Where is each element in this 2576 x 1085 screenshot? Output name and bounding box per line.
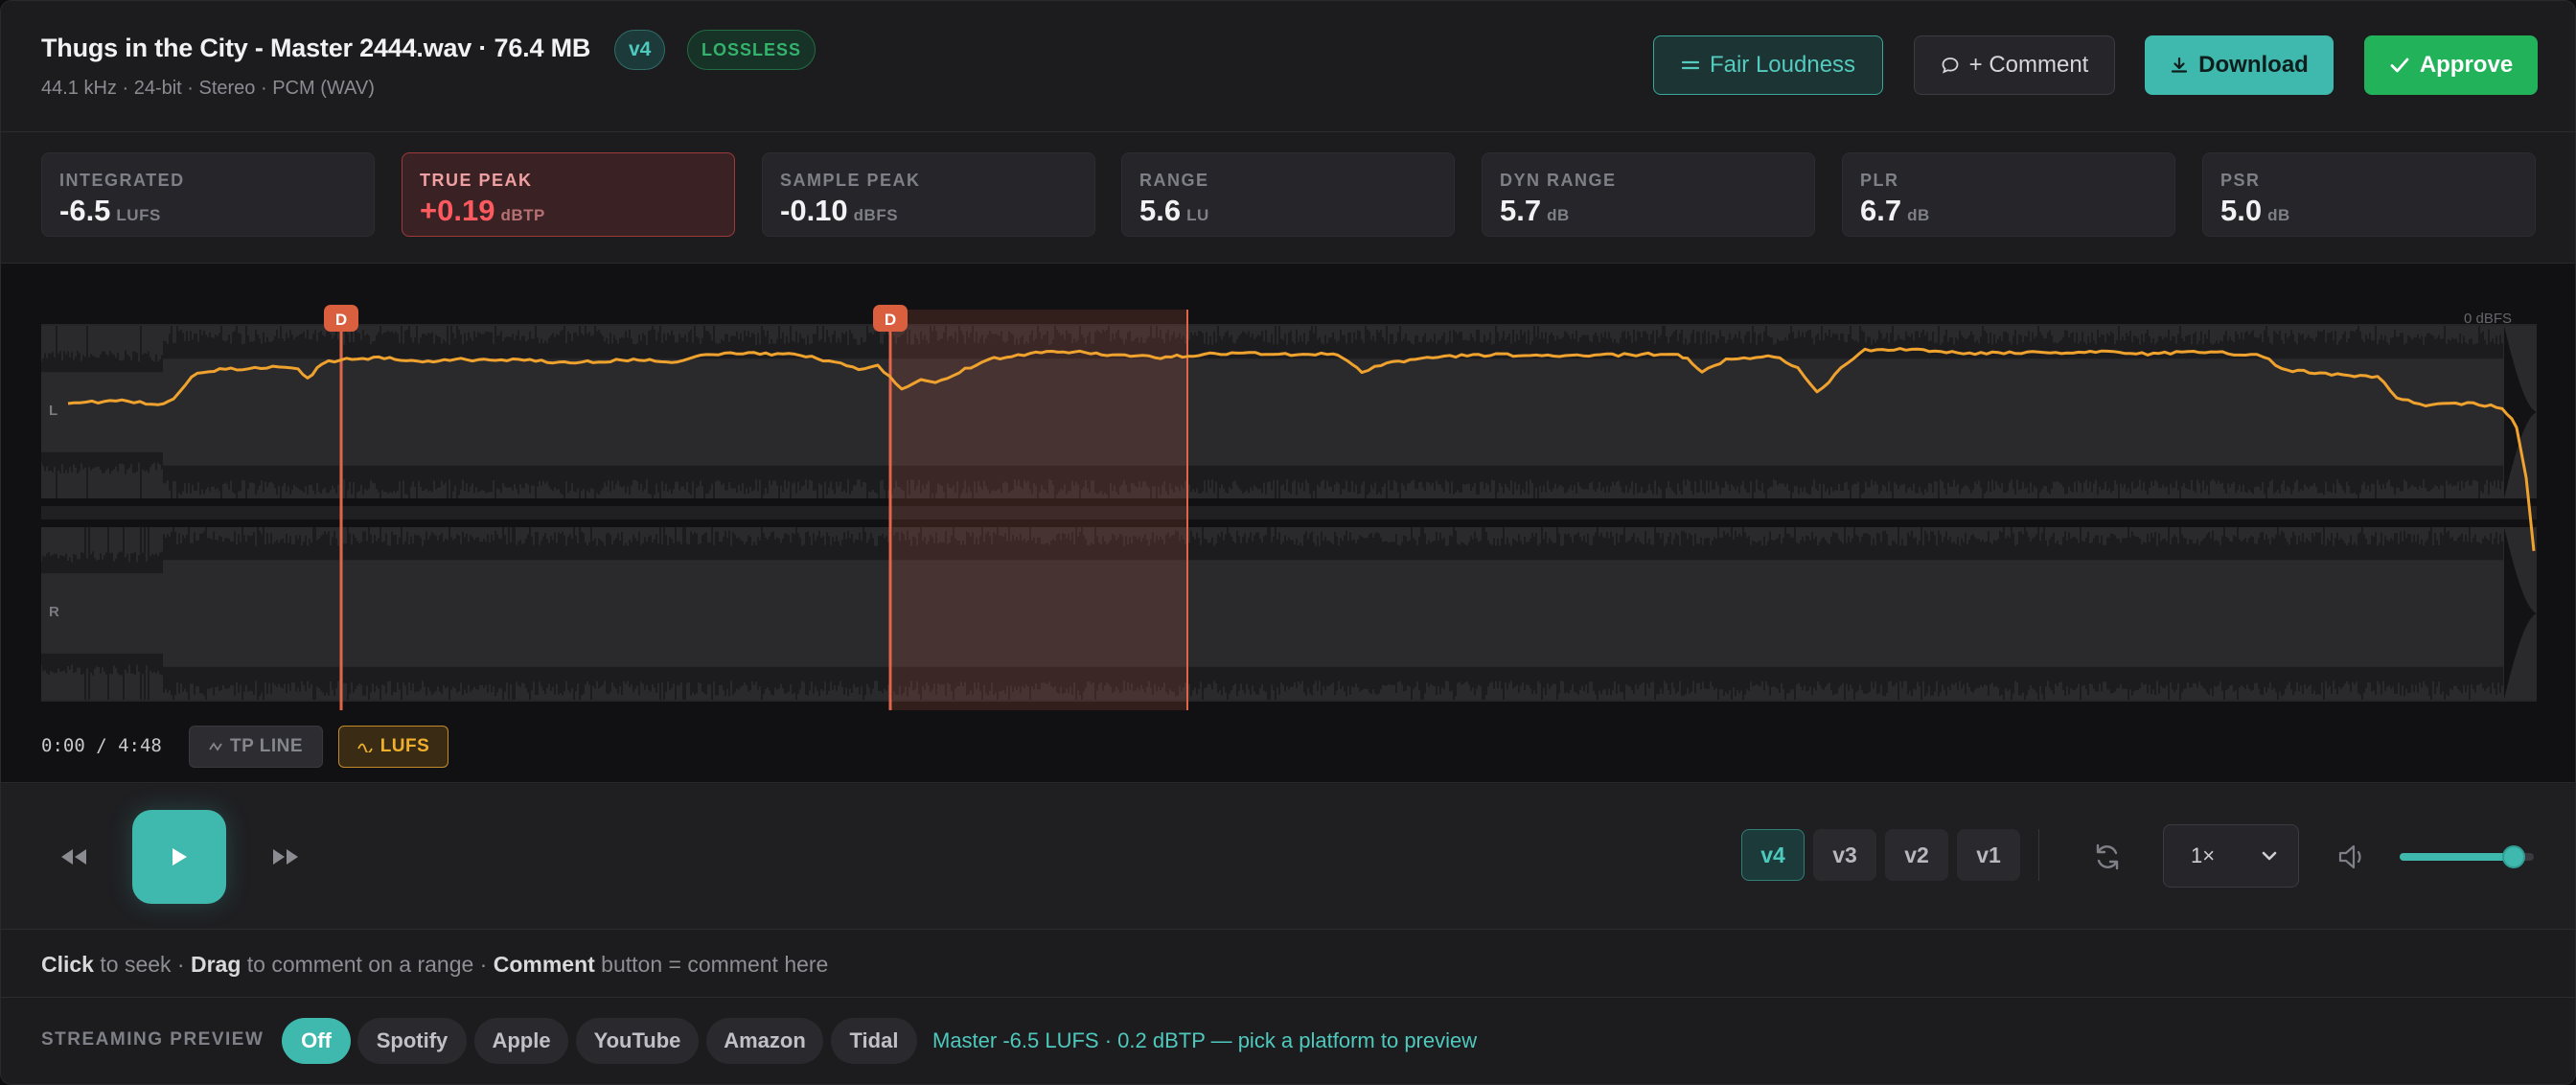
right-channel-waveform <box>40 527 2537 700</box>
platform-off[interactable]: Off <box>282 1018 351 1064</box>
wave-left-tail <box>2504 326 2537 498</box>
comment-marker-1[interactable]: D <box>324 305 358 332</box>
interaction-hint: Click to seek · Drag to comment on a ran… <box>41 952 829 977</box>
streaming-status: Master -6.5 LUFS · 0.2 dBTP — pick a pla… <box>932 1028 1478 1052</box>
tp-line-toggle[interactable]: TP LINE <box>189 726 323 768</box>
ceiling-label: 0 dBFS <box>2464 311 2512 327</box>
play-button[interactable] <box>132 810 226 904</box>
metric-dyn-range: DYN RANGE 5.7 dB <box>1482 152 1815 237</box>
metric-psr: PSR 5.0 dB <box>2202 152 2536 237</box>
volume-handle[interactable] <box>2502 845 2525 868</box>
comment-marker-2[interactable]: D <box>873 305 908 332</box>
tp-line-label: TP LINE <box>230 736 303 756</box>
version-tab-v1[interactable]: v1 <box>1957 829 2020 881</box>
file-format-info: 44.1 kHz · 24-bit · Stereo · PCM (WAV) <box>41 78 375 99</box>
metric-range: RANGE 5.6 LU <box>1121 152 1455 237</box>
rewind-icon <box>61 849 86 865</box>
download-button[interactable]: Download <box>2145 35 2334 95</box>
channel-label-right: R <box>49 604 59 620</box>
speaker-icon <box>2338 844 2361 869</box>
transport-bar: v4 v3 v2 v1 1× <box>1 784 2575 930</box>
metric-label: RANGE <box>1139 171 1209 190</box>
streaming-preview-label: STREAMING PREVIEW <box>41 1029 264 1050</box>
lufs-curve <box>67 347 2536 551</box>
comment-bubble-icon <box>1942 58 1959 74</box>
metric-label: INTEGRATED <box>59 171 185 190</box>
metric-integrated: INTEGRATED -6.5 LUFS <box>41 152 375 237</box>
loop-button[interactable] <box>2088 838 2127 876</box>
wave-left-peaks <box>40 326 2503 498</box>
approve-label: Approve <box>2419 52 2514 78</box>
lufs-toggle[interactable]: LUFS <box>338 726 448 768</box>
equals-icon <box>1681 60 1700 70</box>
wave-right-tail <box>2504 527 2537 700</box>
metric-label: PSR <box>2220 171 2261 190</box>
platform-tidal[interactable]: Tidal <box>831 1018 917 1064</box>
fast-forward-icon <box>273 849 298 865</box>
platform-apple[interactable]: Apple <box>474 1018 568 1064</box>
time-readout: 0:00 / 4:48 <box>41 735 162 756</box>
metric-value: 5.6 LU <box>1139 194 1209 227</box>
chevron-down-icon <box>2262 851 2277 861</box>
metric-value: 5.7 dB <box>1500 194 1570 227</box>
metric-label: PLR <box>1860 171 1899 190</box>
download-icon <box>2172 57 2188 73</box>
fair-loudness-label: Fair Loudness <box>1709 52 1856 78</box>
volume-slider[interactable] <box>2400 845 2534 868</box>
metric-value: -6.5 LUFS <box>59 194 161 227</box>
playback-speed-select[interactable]: 1× <box>2163 824 2299 888</box>
version-separator <box>2038 829 2039 881</box>
platform-youtube[interactable]: YouTube <box>576 1018 699 1064</box>
channel-label-left: L <box>49 403 58 419</box>
interaction-hint-bar: Click to seek · Drag to comment on a ran… <box>1 931 2575 998</box>
lossless-badge: LOSSLESS <box>687 30 816 70</box>
fair-loudness-button[interactable]: Fair Loudness <box>1653 35 1883 95</box>
marker-label-2: D <box>885 311 896 329</box>
metric-value: +0.19 dBTP <box>420 194 545 227</box>
left-channel-waveform <box>40 326 2537 498</box>
metric-sample-peak: SAMPLE PEAK -0.10 dBFS <box>762 152 1095 237</box>
metric-label: SAMPLE PEAK <box>780 171 921 190</box>
mute-button[interactable] <box>2335 840 2370 874</box>
platform-amazon[interactable]: Amazon <box>706 1018 823 1064</box>
approve-button[interactable]: Approve <box>2364 35 2538 95</box>
version-badge: v4 <box>614 30 666 70</box>
metric-value: -0.10 dBFS <box>780 194 899 227</box>
metric-plr: PLR 6.7 dB <box>1842 152 2175 237</box>
streaming-preview-bar: STREAMING PREVIEW Off Spotify Apple YouT… <box>1 999 2575 1084</box>
volume-fill <box>2400 853 2514 861</box>
comment-button[interactable]: + Comment <box>1914 35 2115 95</box>
fast-forward-button[interactable] <box>265 840 306 874</box>
file-title: Thugs in the City - Master 2444.wav · 76… <box>41 34 591 62</box>
comment-label: + Comment <box>1968 52 2089 78</box>
metric-label: TRUE PEAK <box>420 171 533 190</box>
loop-icon <box>2096 843 2119 870</box>
file-header: Thugs in the City - Master 2444.wav · 76… <box>1 1 2575 132</box>
wave-icon <box>209 742 222 751</box>
metric-value: 6.7 dB <box>1860 194 1930 227</box>
trend-icon <box>356 743 373 752</box>
play-icon <box>172 848 187 866</box>
wave-right-peaks <box>40 527 2503 700</box>
waveform-canvas[interactable]: D D 0 dBFS L R <box>1 264 2576 714</box>
lufs-label: LUFS <box>380 736 430 756</box>
version-tab-v3[interactable]: v3 <box>1813 829 1876 881</box>
rewind-button[interactable] <box>54 840 94 874</box>
metric-label: DYN RANGE <box>1500 171 1617 190</box>
version-tab-v4[interactable]: v4 <box>1741 829 1805 881</box>
version-tab-v2[interactable]: v2 <box>1885 829 1948 881</box>
platform-spotify[interactable]: Spotify <box>357 1018 467 1064</box>
waveform-panel[interactable]: D D 0 dBFS L R 0:00 / 4:48 TP LINE LUFS <box>1 263 2576 783</box>
metric-value: 5.0 dB <box>2220 194 2290 227</box>
speed-value: 1× <box>2191 843 2216 867</box>
metric-true-peak: TRUE PEAK +0.19 dBTP <box>402 152 735 237</box>
download-label: Download <box>2198 52 2309 78</box>
comment-range-selection[interactable] <box>890 310 1187 710</box>
marker-label-1: D <box>335 311 347 329</box>
loudness-metrics: INTEGRATED -6.5 LUFS TRUE PEAK +0.19 dBTP … <box>1 133 2575 263</box>
checkmark-icon <box>2390 58 2409 73</box>
